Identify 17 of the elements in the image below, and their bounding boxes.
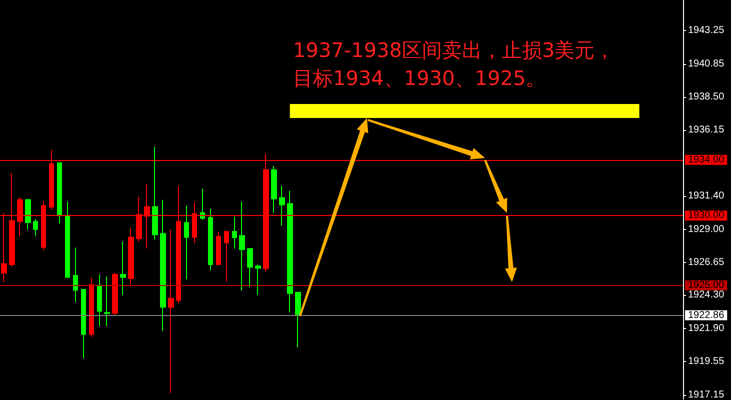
y-tick-label: 1919.55 xyxy=(688,356,725,367)
ref-line-label: 1930.00 xyxy=(688,210,725,222)
y-tick-label: 1921.90 xyxy=(688,323,725,334)
y-tick-label: 1929.00 xyxy=(688,224,725,236)
y-tick-label: 1940.85 xyxy=(688,58,725,70)
y-tick-label: 1936.15 xyxy=(688,124,725,136)
y-tick-label: 1943.25 xyxy=(688,25,725,36)
y-tick-label: 1924.30 xyxy=(688,290,725,301)
y-tick-label: 1938.50 xyxy=(688,92,725,103)
y-tick-label: 1926.65 xyxy=(688,256,725,268)
ref-line-label: 1925.00 xyxy=(688,280,725,291)
ref-line-label: 1934.00 xyxy=(688,154,725,166)
y-tick-label: 1931.40 xyxy=(688,190,725,202)
ref-line-label: 1922.86 xyxy=(688,310,725,321)
y-tick-label: 1917.15 xyxy=(688,390,725,400)
annotation: 1937-1938区间卖出，止损3美元， xyxy=(293,38,615,62)
annotation: 目标1934、1930、1925。 xyxy=(293,66,546,90)
